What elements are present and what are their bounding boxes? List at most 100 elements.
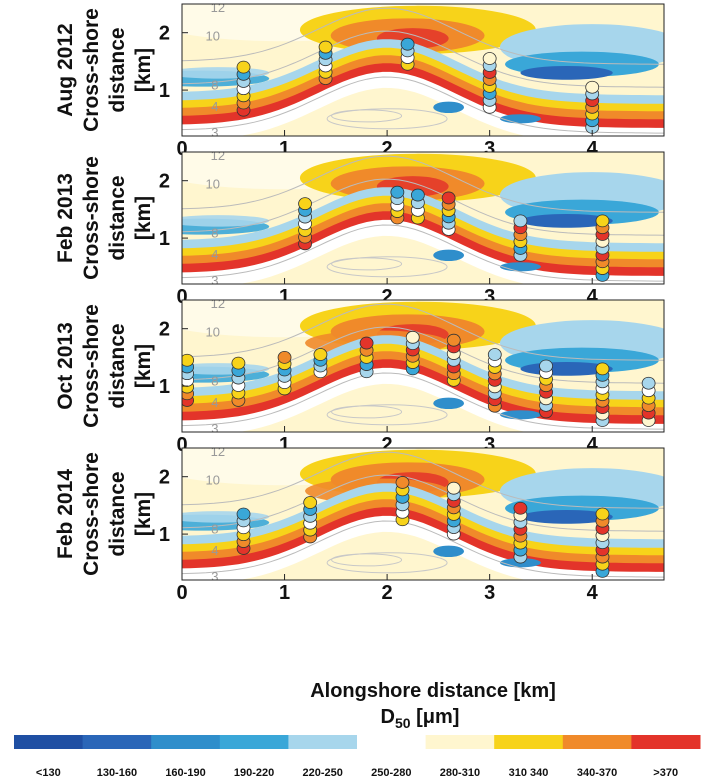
- y-axis-label: distance: [106, 471, 129, 556]
- colorbar-label: >370: [653, 767, 678, 779]
- depth-contour-ring: [326, 108, 448, 130]
- y-tick-label: 2: [159, 467, 170, 489]
- contour-label: 10: [206, 177, 220, 192]
- colorbar-swatch: [151, 735, 221, 749]
- y-axis-label: distance: [106, 175, 129, 260]
- contour-label: 12: [211, 296, 225, 311]
- y-axis-label: distance: [106, 323, 129, 408]
- y-axis-label: Cross-shore: [80, 8, 103, 132]
- y-axis-label: Cross-shore: [80, 156, 103, 280]
- sample-point: [359, 336, 374, 350]
- x-axis-label: Alongshore distance [km]: [310, 680, 556, 702]
- y-axis-label: [km]: [132, 344, 155, 388]
- depth-contour-ring: [331, 553, 403, 567]
- contour-label: 3: [211, 569, 218, 584]
- offshore-darkblue-patch: [520, 65, 613, 80]
- y-tick-label: 1: [159, 228, 170, 250]
- x-tick-label: 2: [382, 138, 393, 160]
- panel-date-label: Aug 2012: [54, 23, 77, 116]
- depth-contour-ring: [331, 257, 403, 271]
- y-axis-label: [km]: [132, 492, 155, 536]
- depth-contour-line: [182, 30, 664, 88]
- depth-contour-line: [182, 474, 664, 532]
- sample-point: [487, 348, 502, 361]
- band-lightblue: [182, 39, 664, 106]
- colorbar-swatch: [219, 735, 289, 749]
- nearshore-blue-spot: [433, 101, 465, 114]
- x-tick-label: 1: [279, 434, 290, 456]
- x-tick-label: 1: [279, 582, 290, 604]
- sample-point: [390, 185, 405, 199]
- colorbar-swatch: [357, 735, 427, 749]
- sample-point: [446, 333, 461, 347]
- depth-contour-line: [182, 76, 664, 134]
- panel-frame: [181, 299, 665, 433]
- sample-point: [539, 359, 553, 373]
- x-tick-label: 3: [484, 286, 495, 308]
- band-orange: [182, 499, 664, 565]
- sample-point: [441, 191, 456, 205]
- contour-label: 8: [211, 77, 218, 92]
- sample-point: [585, 80, 600, 94]
- depth-contour-line: [182, 7, 664, 65]
- contour-label: 3: [211, 421, 218, 436]
- colorbar-label: <130: [36, 767, 61, 779]
- sample-point: [313, 348, 328, 361]
- y-axis-label: distance: [106, 27, 129, 112]
- depth-contour-line: [182, 372, 664, 430]
- colorbar-swatch: [494, 735, 564, 749]
- sample-point: [595, 362, 610, 376]
- contour-label: 12: [211, 148, 225, 163]
- band-inner-white: [182, 515, 664, 580]
- x-tick-label: 2: [382, 286, 393, 308]
- contour-label: 10: [206, 29, 220, 44]
- sample-point: [303, 496, 318, 509]
- depth-contour-line: [182, 520, 664, 578]
- contour-label: 8: [211, 521, 218, 536]
- contour-label: 10: [206, 325, 220, 340]
- band-yellow: [182, 47, 664, 113]
- offshore-darkblue-patch: [520, 213, 613, 228]
- y-tick-label: 2: [159, 23, 170, 45]
- depth-contour-ring: [331, 405, 403, 419]
- band-orange: [182, 351, 664, 417]
- sample-point: [513, 214, 528, 228]
- band-inner-white: [182, 367, 664, 432]
- panel-frame: [181, 447, 665, 581]
- sample-point: [482, 52, 497, 65]
- x-tick-label: 3: [484, 434, 495, 456]
- panel-field: 12 10 8 4 3: [182, 444, 664, 584]
- sample-point: [513, 501, 528, 515]
- colorbar-label: 160-190: [165, 767, 205, 779]
- band-inner-white: [182, 71, 664, 136]
- left-lightblue-patch: [182, 363, 270, 375]
- y-axis-label: Cross-shore: [80, 452, 103, 576]
- colorbar-swatch: [14, 735, 84, 749]
- x-tick-label: 2: [382, 434, 393, 456]
- contour-label: 4: [211, 99, 218, 114]
- colorbar-swatch: [82, 735, 152, 749]
- panel-date-label: Feb 2014: [54, 469, 77, 559]
- contour-label: 8: [211, 373, 218, 388]
- band-red: [182, 63, 664, 130]
- band-inner-white: [182, 219, 664, 284]
- y-axis-label: [km]: [132, 48, 155, 92]
- contour-label: 12: [211, 444, 225, 459]
- colorbar-label: 280-310: [440, 767, 480, 779]
- sample-point: [318, 40, 333, 54]
- panel-field: 12 10 8 4 3: [182, 148, 664, 284]
- y-axis-label: Cross-shore: [80, 304, 103, 428]
- panel-date-label: Feb 2013: [54, 173, 77, 263]
- x-tick-label: 1: [279, 138, 290, 160]
- nearshore-blue-spot: [499, 114, 541, 124]
- y-tick-label: 1: [159, 80, 170, 102]
- sample-point: [595, 507, 610, 521]
- band-red: [182, 507, 664, 574]
- x-tick-label: 0: [176, 286, 187, 308]
- depth-contour-line: [182, 303, 664, 361]
- x-tick-label: 3: [484, 138, 495, 160]
- colorbar-label: 130-160: [97, 767, 137, 779]
- contour-label: 3: [211, 125, 218, 140]
